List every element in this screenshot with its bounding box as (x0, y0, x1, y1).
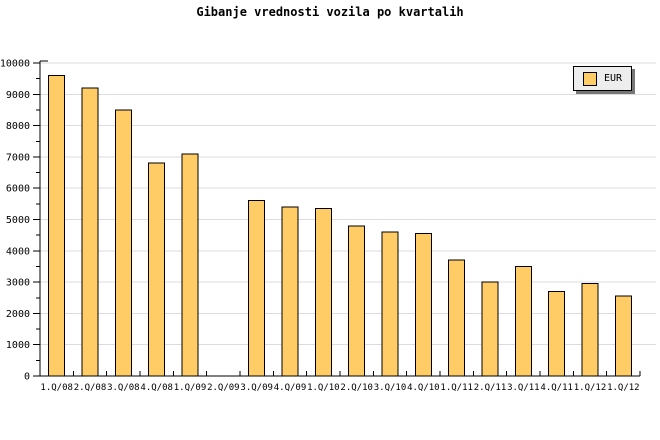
legend-swatch-icon (583, 71, 597, 86)
chart-title: Gibanje vrednosti vozila po kvartalih (196, 5, 464, 19)
y-axis-label: 7000 (6, 152, 30, 163)
bar (381, 231, 399, 377)
bar (48, 75, 66, 377)
x-axis-label: 3.Q/09 (240, 383, 273, 393)
x-axis-label: 4.Q/08 (140, 383, 173, 393)
x-axis-label: 3.Q/08 (107, 383, 140, 393)
y-axis-label: 6000 (6, 184, 30, 195)
x-axis-label: 4.Q/10 (407, 383, 440, 393)
y-axis-label: 0 (24, 372, 30, 383)
bar (414, 233, 432, 377)
x-axis-label: 2.Q/10 (340, 383, 373, 393)
x-axis-label: 2.Q/11 (474, 383, 507, 393)
x-axis-label: 3.Q/11 (507, 383, 540, 393)
y-axis-label: 3000 (6, 278, 30, 289)
x-axis-label: 2.Q/08 (74, 383, 107, 393)
bar (614, 295, 632, 377)
x-axis-label: 1.Q/08 (40, 383, 73, 393)
bar (548, 290, 566, 377)
x-axis-label: 1.Q/09 (174, 383, 207, 393)
y-axis-label: 2000 (6, 309, 30, 320)
y-axis-label: 8000 (6, 121, 30, 132)
bar (81, 87, 99, 377)
bar (248, 200, 266, 377)
legend-label: EUR (604, 72, 623, 84)
bar (281, 206, 299, 377)
y-axis-label: 9000 (6, 90, 30, 101)
y-axis-label: 5000 (6, 215, 30, 226)
x-axis-label: 4.Q/09 (274, 383, 307, 393)
bar (314, 208, 332, 377)
y-axis-label: 10000 (0, 59, 30, 70)
bar (114, 109, 132, 377)
bar (448, 259, 466, 377)
x-axis-label: 3.Q/10 (374, 383, 407, 393)
x-axis-label: 1.Q/12 (607, 383, 640, 393)
bar (581, 283, 599, 377)
bar (181, 153, 199, 377)
bar (148, 162, 166, 377)
x-axis-label: 2.Q/09 (207, 383, 240, 393)
y-axis-label: 4000 (6, 246, 30, 257)
x-axis-label: 1.Q/12 (574, 383, 607, 393)
legend: EUR (573, 66, 633, 91)
bar (514, 265, 532, 377)
x-axis-label: 1.Q/10 (307, 383, 340, 393)
bar (348, 225, 366, 377)
y-axis-label: 1000 (6, 340, 30, 351)
x-axis-label: 1.Q/11 (440, 383, 473, 393)
x-axis-label: 4.Q/11 (540, 383, 573, 393)
bar (481, 281, 499, 377)
